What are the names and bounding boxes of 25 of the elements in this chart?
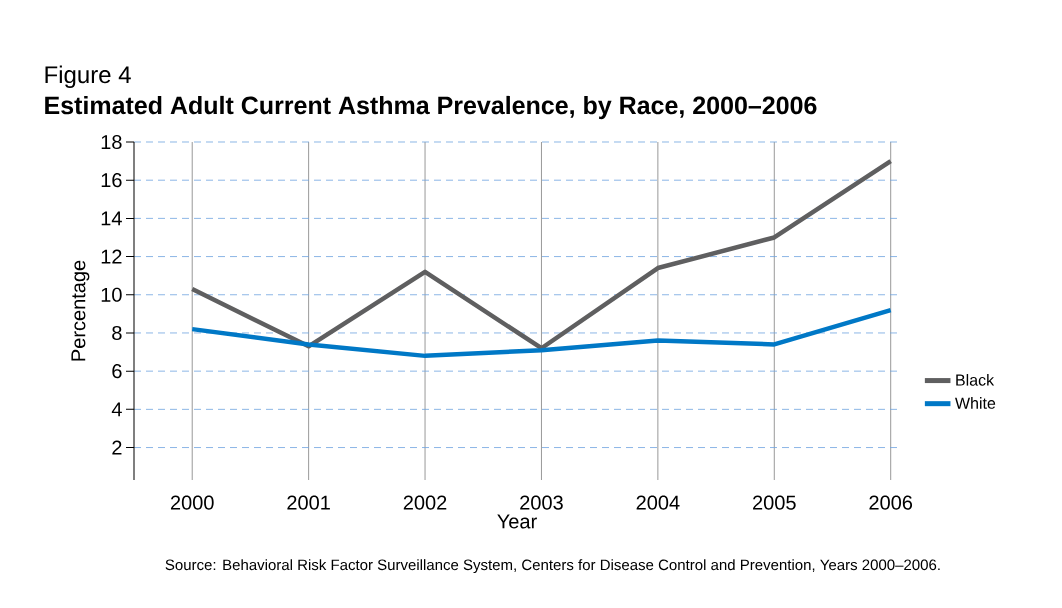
x-axis-title: Year (497, 514, 537, 529)
y-tick-label: 10 (101, 287, 122, 302)
y-tick-label: 14 (101, 211, 122, 226)
source-note: Source: Behavioral Risk Factor Surveillance System, Centers for Disease Control and Prevention, Years 2000–2006. (165, 559, 940, 574)
x-tick-label: 2006 (869, 495, 913, 510)
x-tick-label: 2002 (403, 495, 447, 510)
y-tick-label: 8 (112, 325, 122, 341)
y-tick-label: 16 (101, 173, 122, 188)
x-tick-label: 2004 (636, 495, 680, 510)
line-series (189, 307, 893, 359)
y-axis-title: Percentage (71, 260, 90, 361)
y-tick-label: 12 (101, 249, 122, 264)
x-tick-label: 2003 (520, 495, 563, 510)
chart-title: Estimated Adult Current Asthma Prevalence, by Race, 2000–2006 (45, 95, 817, 120)
y-tick-label: 4 (111, 402, 122, 417)
y-tick-label: 18 (101, 134, 122, 150)
x-tick-label: 2001 (287, 495, 330, 510)
x-tick-label: 2005 (753, 495, 796, 510)
y-tick-label: 6 (112, 364, 122, 379)
line-series (189, 158, 893, 351)
y-tick-label: 2 (112, 440, 122, 455)
x-tick-label: 2000 (170, 495, 214, 510)
legend-label: Black (956, 374, 995, 386)
legend-label: White (955, 397, 996, 409)
chart-subtitle: Figure 4 (45, 65, 131, 88)
